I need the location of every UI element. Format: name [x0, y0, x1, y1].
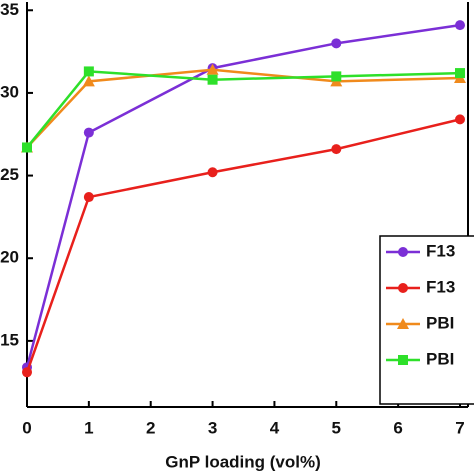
- x-axis-label: GnP loading (vol%): [165, 452, 321, 471]
- legend-label: PBI: [426, 349, 454, 368]
- x-tick-label: 4: [270, 418, 280, 437]
- legend: F13 F13 PBI PBI: [379, 235, 474, 405]
- marker: [455, 20, 465, 31]
- x-tick-label: 2: [146, 418, 155, 437]
- x-tick-label: 5: [332, 418, 341, 437]
- marker: [83, 127, 94, 138]
- marker: [206, 63, 219, 75]
- marker: [83, 66, 94, 77]
- marker: [331, 38, 342, 49]
- legend-label: F13: [426, 277, 455, 296]
- y-tick-label: 20: [0, 248, 19, 267]
- marker: [22, 367, 32, 378]
- marker: [398, 355, 408, 365]
- x-tick-label: 3: [208, 418, 217, 437]
- y-tick-label: 30: [0, 82, 19, 101]
- y-tick-label: 35: [0, 0, 19, 19]
- marker: [331, 144, 342, 155]
- marker: [455, 114, 465, 125]
- legend-label: F13: [426, 241, 455, 260]
- legend-box: [379, 235, 474, 405]
- y-tick-label: 15: [0, 330, 19, 349]
- legend-label: PBI: [426, 313, 454, 332]
- marker: [455, 68, 465, 79]
- x-tick-label: 7: [455, 418, 464, 437]
- marker: [397, 318, 409, 329]
- marker: [207, 167, 218, 178]
- x-tick-label: 0: [22, 418, 31, 437]
- marker: [331, 71, 342, 82]
- marker: [22, 142, 32, 153]
- marker: [83, 192, 94, 203]
- marker: [207, 74, 218, 85]
- y-tick-label: 25: [0, 165, 19, 184]
- marker: [82, 75, 95, 87]
- x-tick-label: 1: [84, 418, 93, 437]
- marker: [398, 283, 408, 293]
- x-tick-label: 6: [393, 418, 402, 437]
- marker: [398, 247, 408, 257]
